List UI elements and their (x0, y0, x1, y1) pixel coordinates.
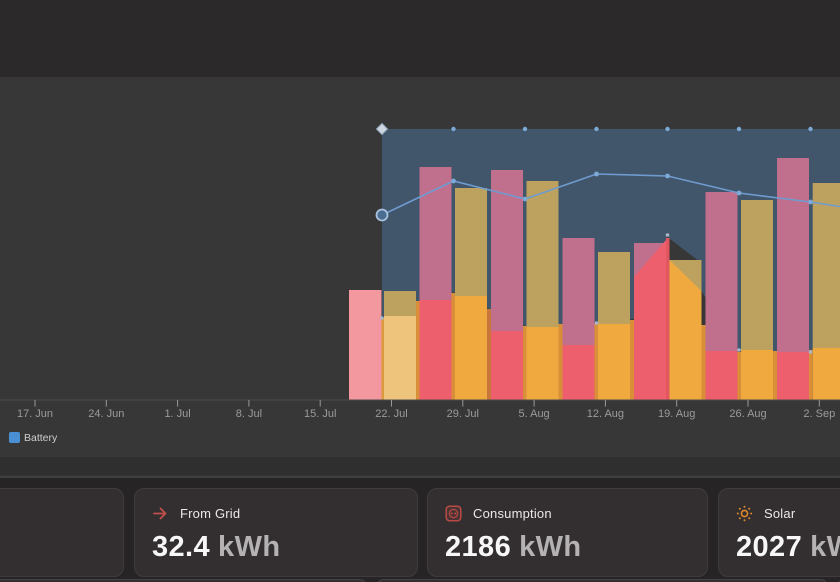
sun-icon (736, 505, 753, 522)
x-axis-label: 2. Sep (803, 408, 835, 420)
bar-pink-w3[interactable] (491, 331, 523, 400)
summary-card-consumption[interactable]: Consumption 2186 kWh (427, 488, 708, 577)
bar-tan-w1[interactable] (384, 316, 416, 400)
band-point-marker[interactable] (451, 126, 456, 132)
bar-tan-w3[interactable] (526, 181, 559, 327)
bar-pink-w7[interactable] (777, 352, 809, 400)
x-axis-label: 12. Aug (587, 408, 624, 420)
band-point-marker[interactable] (808, 126, 813, 132)
x-axis-label: 29. Jul (447, 408, 479, 420)
band-notch (667, 237, 700, 262)
area-gap-strip (701, 325, 706, 400)
battery-line-series[interactable] (381, 173, 840, 216)
line-start-marker[interactable] (375, 208, 389, 222)
bar-pink-w6[interactable] (705, 192, 738, 351)
area-gap-strip (451, 293, 455, 400)
area-gap-strip (666, 238, 670, 400)
x-axis-label: 19. Aug (658, 408, 695, 420)
bar-tan-w5-overlay (669, 260, 702, 291)
x-axis-label: 26. Aug (729, 408, 766, 420)
x-axis-label: 8. Jul (236, 408, 262, 420)
energy-chart[interactable]: 17. Jun 24. Jun 1. Jul 8. Jul 15. Jul 22. Jul… (0, 77, 840, 477)
app-header (0, 0, 840, 77)
line-point-marker[interactable] (736, 190, 742, 196)
line-point-marker[interactable] (594, 171, 599, 177)
band-point-marker[interactable] (665, 126, 670, 132)
band-point-marker[interactable] (522, 126, 528, 132)
bar-pink-w5-overlay (634, 240, 666, 400)
card-label: From Grid (180, 505, 241, 521)
bar-tan-w2[interactable] (455, 188, 487, 296)
bar-pink-w6[interactable] (705, 351, 738, 400)
area-gap-strip (381, 318, 384, 400)
summary-card-cut-left[interactable] (0, 488, 124, 577)
card-value: 2027 (736, 531, 803, 563)
summary-card-from-grid[interactable]: From Grid 32.4 kWh (134, 488, 418, 577)
bar-tan-w4[interactable] (598, 252, 630, 324)
area-gap-strip (416, 301, 420, 400)
line-point-marker[interactable] (665, 173, 670, 179)
area-gap-strip (487, 309, 491, 400)
bar-pink-w2[interactable] (419, 167, 452, 300)
legend-battery-swatch[interactable] (9, 432, 20, 443)
bar-tan-w2[interactable] (455, 296, 487, 400)
card-label: Solar (764, 505, 796, 521)
line-point-marker[interactable] (522, 196, 528, 202)
bar-tan-w6[interactable] (741, 350, 773, 400)
bar-tan-w1[interactable] (384, 291, 416, 316)
card-unit: kWh (519, 531, 582, 563)
area-point-marker (380, 316, 384, 320)
area-gap-strip (773, 351, 777, 400)
line-point-marker[interactable] (808, 199, 813, 205)
area-gap-strip (630, 320, 634, 400)
plot-background (0, 457, 840, 477)
area-point-marker (808, 350, 813, 354)
band-start-diamond-marker[interactable] (375, 122, 389, 136)
card-value: 2186 (445, 531, 512, 563)
area-gap-strip (558, 324, 563, 400)
area-gap-strip (594, 323, 598, 400)
area-point-marker (665, 233, 670, 237)
card-unit: kWh (218, 531, 281, 563)
energy-chart-area: 17. Jun 24. Jun 1. Jul 8. Jul 15. Jul 22. Jul… (0, 77, 840, 477)
bar-tan-w7[interactable] (812, 348, 840, 400)
area-point-marker (594, 321, 599, 325)
x-axis-label: 24. Jun (88, 408, 124, 420)
summary-card-solar[interactable]: Solar 2027kWh (718, 488, 840, 577)
x-axis-label: 22. Jul (375, 408, 407, 420)
area-gap-strip (809, 350, 813, 400)
band-point-marker[interactable] (736, 126, 742, 132)
bar-tan-w7[interactable] (812, 183, 840, 348)
bar-pink-w4[interactable] (562, 345, 595, 400)
area-point-marker (737, 348, 741, 352)
bar-tan-w3[interactable] (526, 327, 559, 400)
bar-tan-w6[interactable] (741, 200, 773, 350)
area-gap-strip (737, 352, 741, 400)
x-axis-label: 5. Aug (518, 408, 549, 420)
bar-pink-w4[interactable] (562, 238, 595, 345)
arrow-right-icon (152, 505, 169, 522)
band-point-marker[interactable] (594, 126, 599, 132)
line-point-marker[interactable] (451, 178, 456, 184)
bar-pink-w2[interactable] (419, 300, 452, 400)
card-value: 32.4 (152, 531, 211, 563)
card-unit: kWh (810, 531, 840, 563)
x-axis-label: 17. Jun (17, 408, 53, 420)
power-socket-icon (445, 504, 462, 522)
summary-cards-section: From Grid 32.4 kWh Consumption 2186 kWh (0, 477, 840, 582)
area-gap-strip (523, 326, 527, 400)
legend-battery-label[interactable]: Battery (24, 432, 58, 444)
bar-tan-w4[interactable] (598, 324, 630, 400)
bar-pink-w7[interactable] (777, 158, 809, 352)
card-label: Consumption (473, 505, 552, 521)
x-axis-label: 1. Jul (164, 408, 190, 420)
x-axis-label: 15. Jul (304, 408, 336, 420)
bar-pink-w1[interactable] (349, 290, 382, 400)
